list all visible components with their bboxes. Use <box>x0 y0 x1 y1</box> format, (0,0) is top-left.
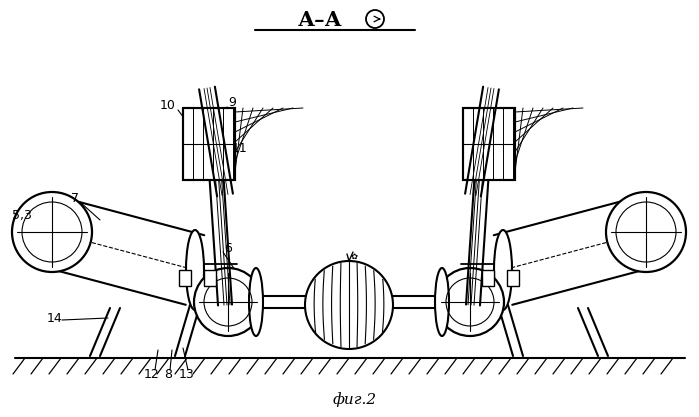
Circle shape <box>305 261 393 349</box>
Bar <box>179 270 191 286</box>
Bar <box>463 108 515 180</box>
Text: 11: 11 <box>232 141 248 155</box>
Text: ✿: ✿ <box>350 251 357 261</box>
Text: 8: 8 <box>164 367 172 380</box>
Bar <box>463 108 515 180</box>
Text: А–А: А–А <box>298 10 343 30</box>
Text: фиг.2: фиг.2 <box>333 392 377 407</box>
Text: 7: 7 <box>71 191 79 204</box>
Ellipse shape <box>249 268 263 336</box>
Text: 10: 10 <box>160 98 176 111</box>
Ellipse shape <box>494 230 512 310</box>
Text: 5,3: 5,3 <box>12 208 32 221</box>
Circle shape <box>436 268 504 336</box>
Text: 9: 9 <box>228 95 236 108</box>
Circle shape <box>366 10 384 28</box>
Bar <box>204 270 216 286</box>
Circle shape <box>12 192 92 272</box>
Ellipse shape <box>186 230 204 310</box>
Text: 12: 12 <box>144 367 160 380</box>
Bar <box>183 108 235 180</box>
Text: 6: 6 <box>224 241 232 254</box>
Bar <box>507 270 519 286</box>
Circle shape <box>606 192 686 272</box>
Bar <box>183 108 235 180</box>
Bar <box>482 270 494 286</box>
Circle shape <box>194 268 262 336</box>
Text: 13: 13 <box>179 367 195 380</box>
Text: 14: 14 <box>47 311 63 324</box>
Ellipse shape <box>435 268 449 336</box>
